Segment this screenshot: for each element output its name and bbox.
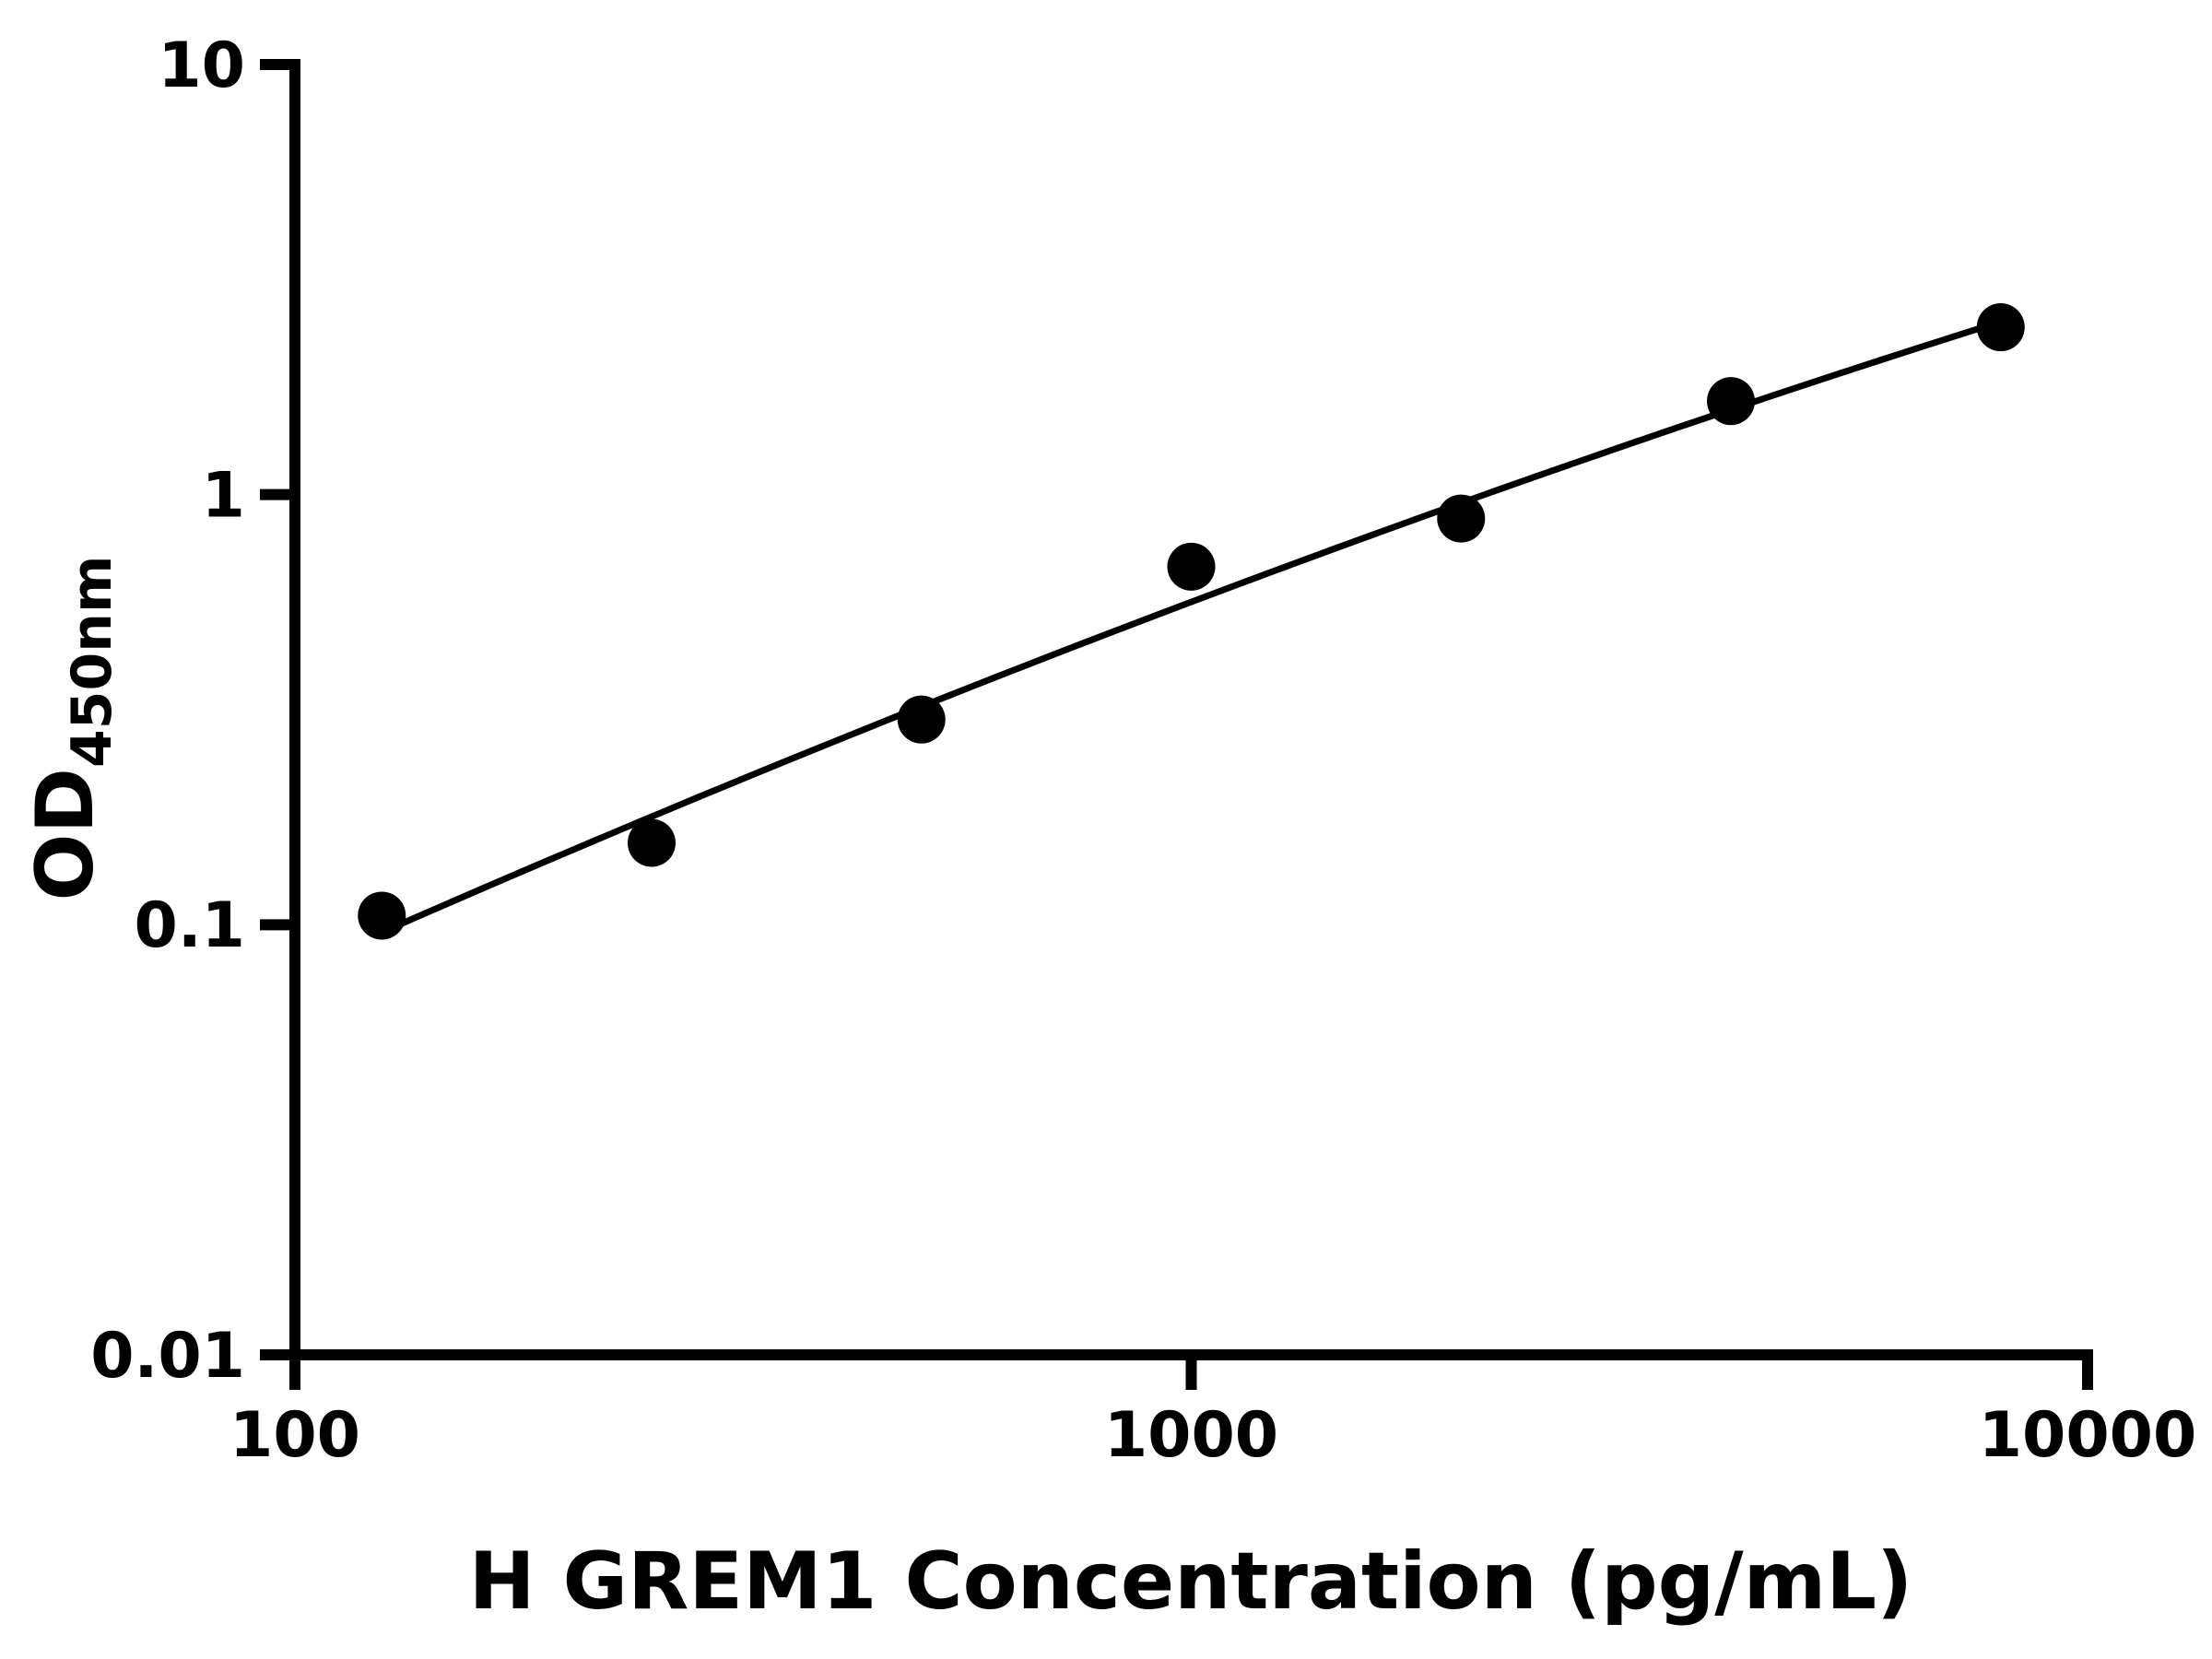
data-point: [897, 695, 946, 744]
y-tick-label: 10: [158, 29, 245, 102]
x-tick-label: 100: [229, 1399, 360, 1472]
x-axis-title: H GREM1 Concentration (pg/mL): [469, 1535, 1913, 1628]
fit-curve: [378, 318, 2005, 936]
x-tick-label: 10000: [1979, 1399, 2197, 1472]
y-axis-title-main: OD: [19, 768, 112, 901]
y-tick-label: 1: [202, 459, 245, 532]
data-point: [358, 891, 406, 940]
axes-line: [289, 59, 2093, 1360]
y-axis-title: OD450nm: [19, 556, 124, 901]
x-tick-label: 1000: [1104, 1399, 1278, 1472]
y-tick-label: 0.1: [135, 889, 245, 962]
y-tick-label: 0.01: [90, 1320, 245, 1393]
data-point: [1437, 494, 1486, 543]
data-point: [1167, 542, 1216, 591]
y-axis-title-subscript: 450nm: [60, 556, 124, 768]
plot-area: 100 1000 10000 0.01 0.1 1 10: [90, 29, 2196, 1472]
data-point: [1707, 377, 1756, 426]
data-point: [627, 818, 676, 867]
data-point: [1976, 303, 2025, 352]
